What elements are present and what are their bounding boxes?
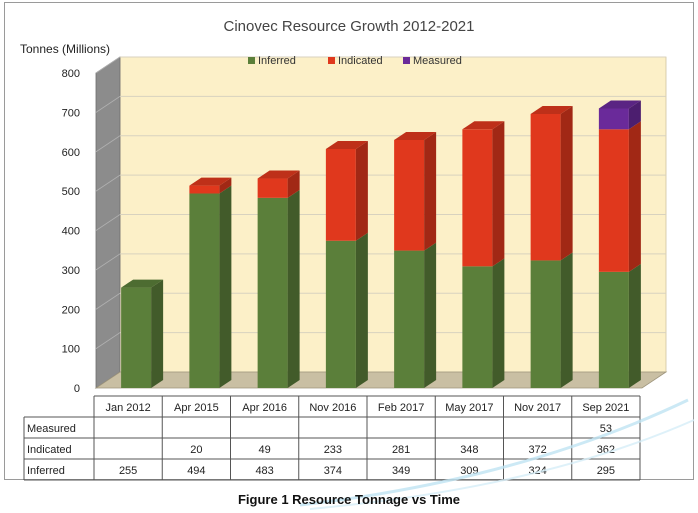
bar-inferred-front (189, 193, 220, 388)
data-label: 53 (600, 423, 612, 435)
x-tick-label: Sep 2021 (582, 402, 629, 414)
data-label: 49 (259, 444, 271, 456)
legend-label-indicated: Indicated (338, 55, 383, 67)
y-tick-label: 500 (62, 186, 80, 198)
bar-measured-side (628, 100, 641, 130)
data-label: 374 (324, 465, 342, 477)
bar-indicated-side (219, 177, 232, 194)
gridline-side (95, 292, 121, 310)
bar-indicated-front (189, 185, 220, 194)
bar-inferred-front (325, 240, 356, 388)
bar-indicated-side (287, 170, 300, 198)
data-label: 255 (119, 465, 137, 477)
table-row-label: Measured (27, 423, 76, 435)
data-label: 494 (187, 465, 205, 477)
bar-indicated-side (628, 121, 641, 272)
x-tick-label: Jan 2012 (105, 402, 150, 414)
bar-indicated-top (394, 131, 437, 140)
table-row-label: Inferred (27, 465, 65, 477)
bar-indicated-side (560, 105, 573, 261)
y-axis-label: Tonnes (Millions) (20, 42, 110, 56)
x-tick-label: Apr 2016 (242, 402, 287, 414)
chart-title: Cinovec Resource Growth 2012-2021 (224, 18, 475, 35)
gridline-side (95, 214, 121, 231)
x-tick-label: Feb 2017 (378, 402, 424, 414)
bar-indicated-top (462, 121, 505, 130)
data-label: 233 (324, 444, 342, 456)
bar-inferred-front (394, 250, 425, 388)
table-row-label: Indicated (27, 444, 72, 456)
legend-swatch-measured (403, 57, 410, 64)
data-label: 281 (392, 444, 410, 456)
legend-label-measured: Measured (413, 55, 462, 67)
y-tick-label: 0 (74, 383, 80, 395)
bar-indicated-top (189, 177, 232, 186)
bar-indicated-front (530, 113, 561, 261)
bar-indicated-front (325, 148, 356, 241)
y-tick-label: 800 (62, 68, 80, 80)
bar-inferred-front (121, 287, 152, 388)
bar-measured-top (598, 100, 641, 109)
y-tick-label: 100 (62, 344, 80, 356)
bar-indicated-front (394, 139, 425, 251)
bar-inferred-front (530, 260, 561, 388)
bar-inferred-front (257, 197, 288, 388)
gridline-side (95, 332, 121, 349)
bar-inferred-top (121, 279, 164, 288)
data-label: 324 (528, 465, 546, 477)
bar-inferred-side (219, 185, 232, 388)
bar-inferred-side (560, 252, 573, 388)
bar-indicated-side (424, 131, 437, 251)
y-tick-label: 600 (62, 147, 80, 159)
data-label: 348 (460, 444, 478, 456)
bar-inferred-side (355, 232, 368, 388)
bar-indicated-side (355, 140, 368, 241)
gridline-side (95, 174, 121, 192)
bar-inferred-side (492, 258, 505, 388)
gridline-side (95, 253, 121, 271)
y-tick-label: 700 (62, 107, 80, 119)
bar-indicated-front (257, 178, 288, 198)
chart-floor (94, 371, 668, 389)
bar-indicated-top (325, 140, 368, 149)
y-tick-label: 400 (62, 226, 80, 238)
y-tick-label: 300 (62, 265, 80, 277)
gridline-side (95, 135, 121, 153)
gridline-side (95, 56, 121, 74)
data-label: 372 (528, 444, 546, 456)
data-label: 483 (255, 465, 273, 477)
x-tick-label: Apr 2015 (174, 402, 219, 414)
data-label: 20 (190, 444, 202, 456)
x-tick-label: Nov 2017 (514, 402, 561, 414)
gridline-side (95, 96, 121, 113)
data-label: 349 (392, 465, 410, 477)
x-tick-label: May 2017 (445, 402, 493, 414)
bar-inferred-side (287, 189, 300, 388)
bar-inferred-side (628, 263, 641, 388)
x-tick-label: Nov 2016 (309, 402, 356, 414)
data-label: 295 (597, 465, 615, 477)
bar-measured-front (598, 108, 629, 130)
y-tick-label: 200 (62, 304, 80, 316)
legend-swatch-indicated (328, 57, 335, 64)
legend-swatch-inferred (248, 57, 255, 64)
bar-inferred-front (462, 266, 493, 388)
bar-indicated-top (530, 105, 573, 114)
figure-caption: Figure 1 Resource Tonnage vs Time (237, 492, 461, 507)
bar-inferred-front (598, 271, 629, 388)
bar-indicated-top (257, 170, 300, 179)
bar-inferred-side (424, 242, 437, 388)
bar-indicated-front (462, 129, 493, 267)
data-label: 309 (460, 465, 478, 477)
bar-indicated-side (492, 121, 505, 267)
bar-indicated-front (598, 129, 629, 272)
bar-inferred-side (151, 279, 164, 388)
data-label: 362 (597, 444, 615, 456)
legend-label-inferred: Inferred (258, 55, 296, 67)
